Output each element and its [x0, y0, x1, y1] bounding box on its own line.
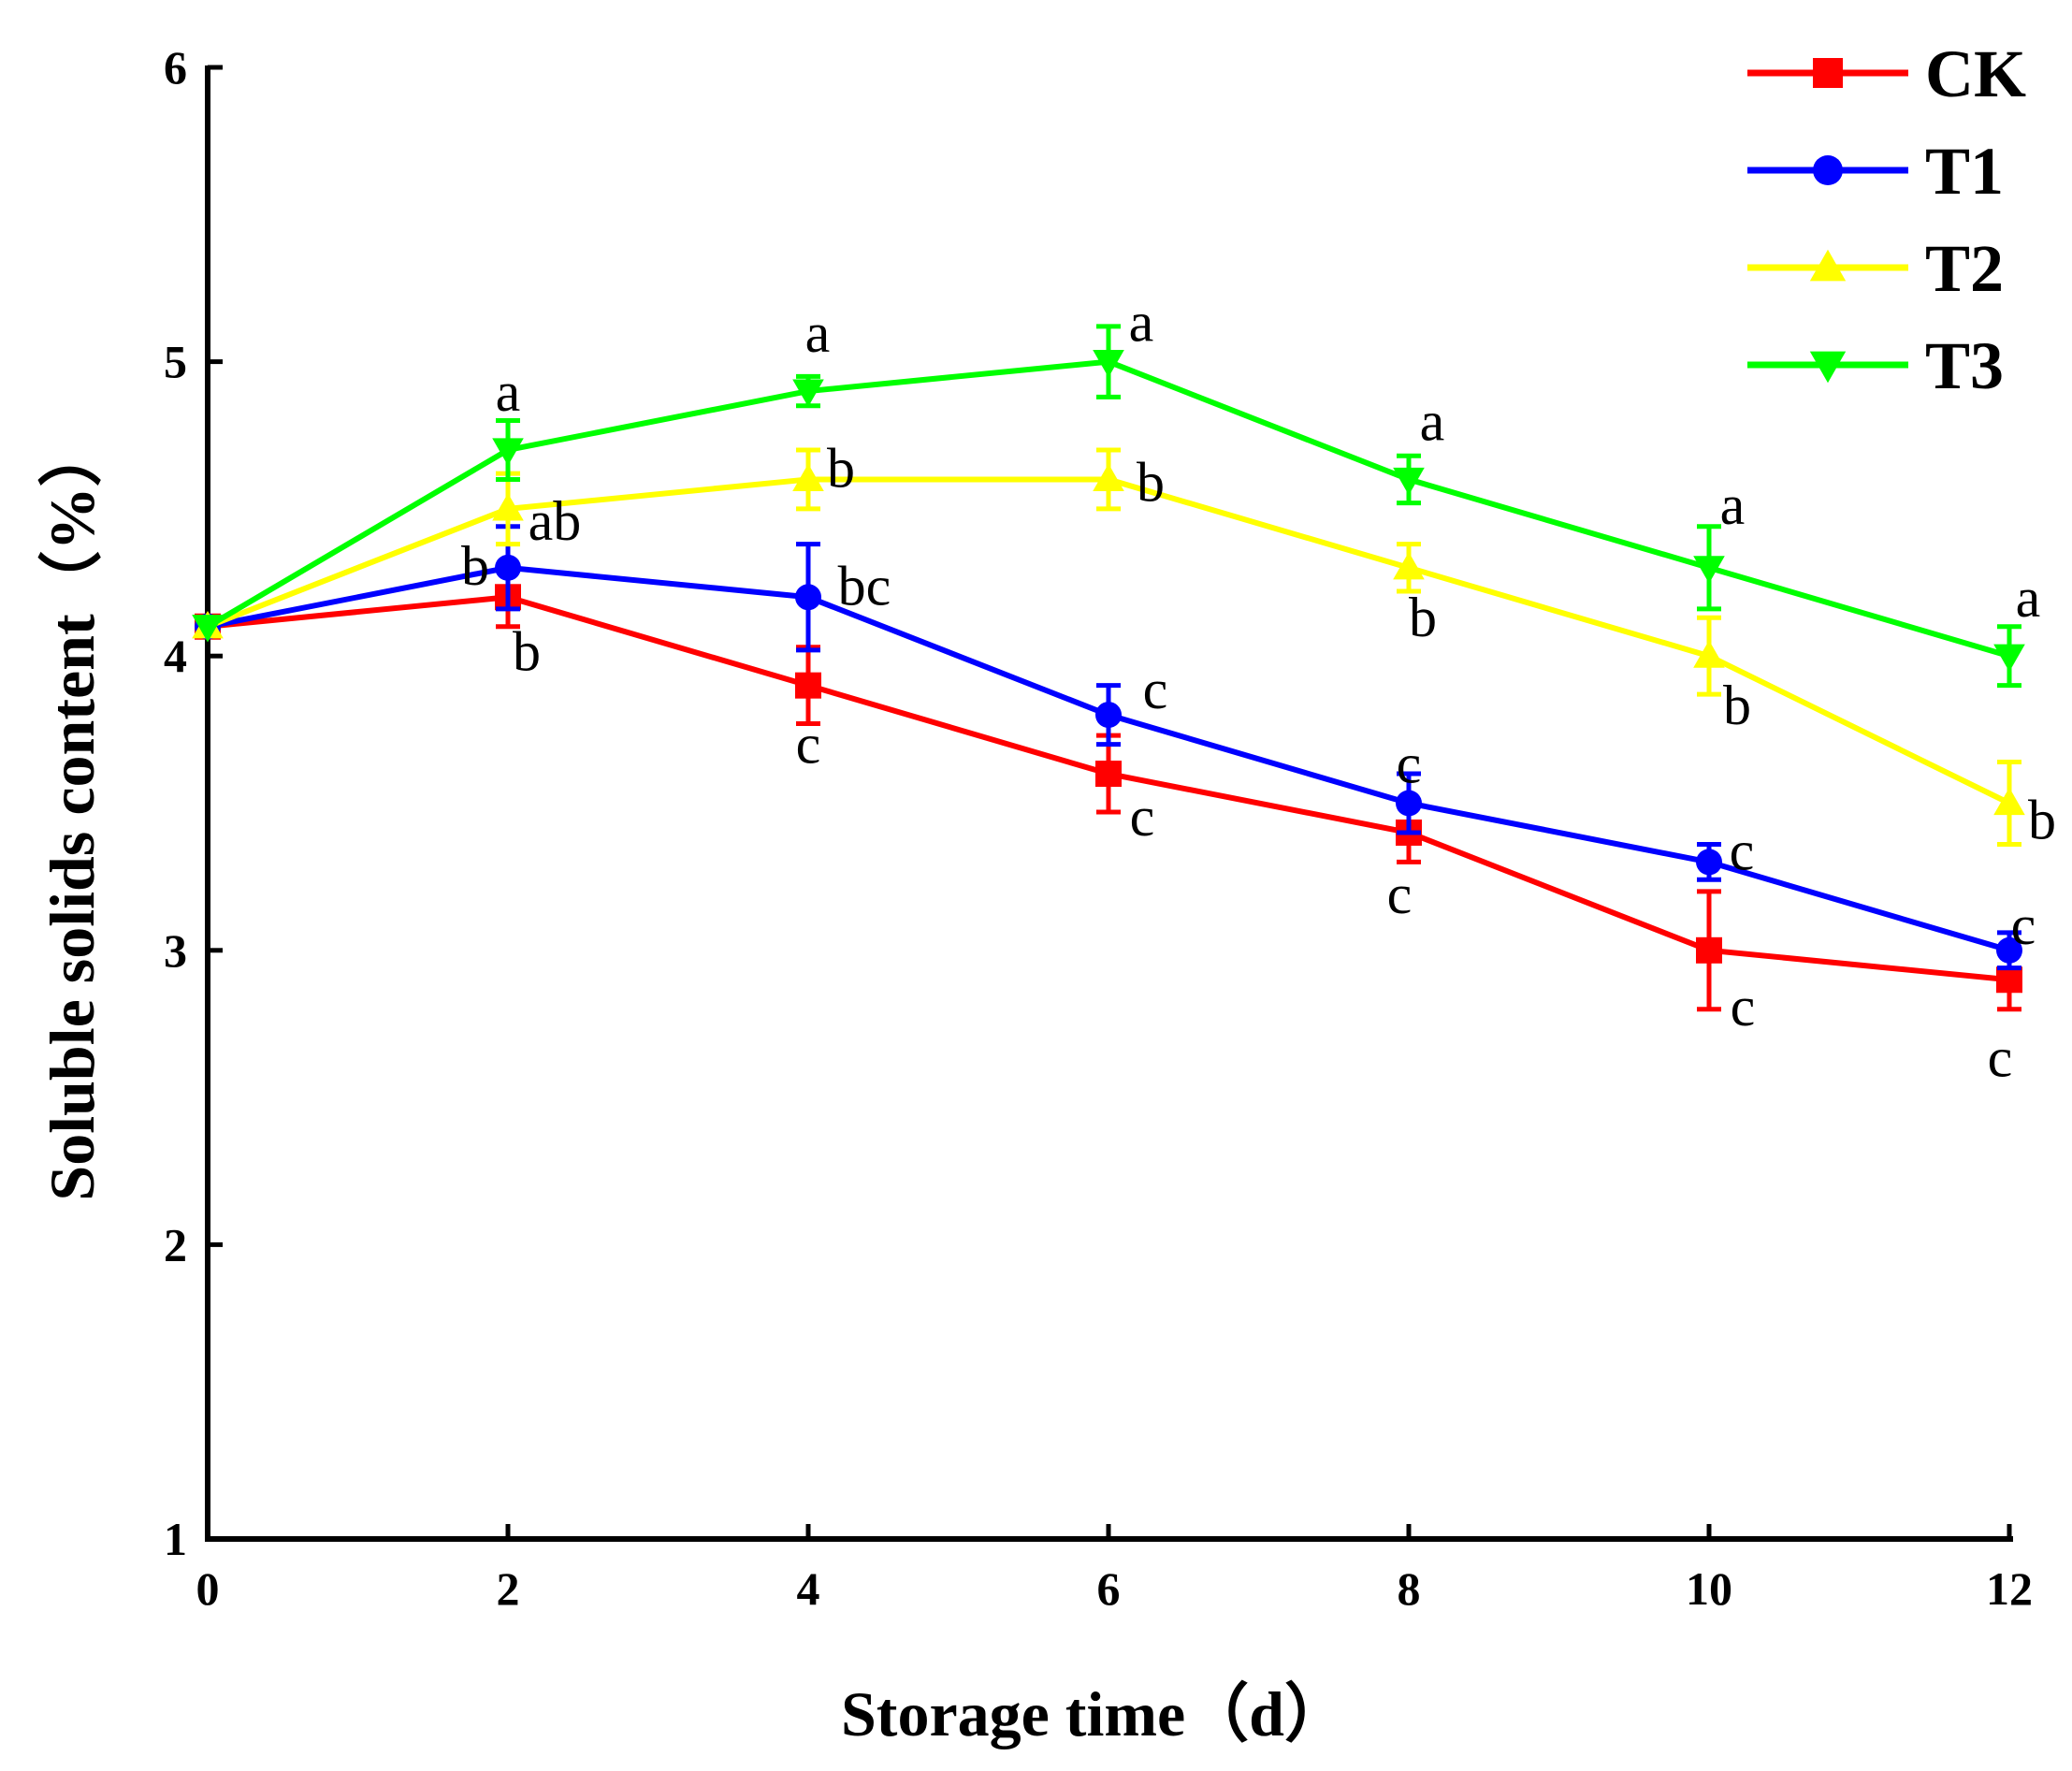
legend-label: CK	[1925, 36, 2026, 111]
x-tick-label: 8	[1398, 1562, 1421, 1615]
legend-item-ck: CK	[1747, 36, 2026, 111]
significance-label-ck: c	[1731, 976, 1756, 1038]
significance-label-t3: a	[496, 361, 521, 423]
legend: CK T1 T2 T3	[1747, 36, 2026, 403]
x-tick-label: 6	[1097, 1562, 1121, 1615]
significance-label-t1: c	[1143, 659, 1168, 720]
significance-label-t3: a	[1420, 390, 1445, 452]
legend-label: T3	[1925, 328, 2004, 403]
data-point	[1393, 467, 1425, 496]
significance-label-t1: c	[1397, 733, 1422, 795]
significance-label-t2: b	[1409, 587, 1437, 648]
data-point	[792, 379, 824, 407]
data-point	[1095, 761, 1122, 788]
legend-marker	[1813, 58, 1843, 88]
data-point	[1996, 966, 2022, 994]
data-point	[1093, 463, 1124, 492]
data-point	[1996, 936, 2022, 964]
series-layer	[192, 324, 2025, 1012]
series-ck	[195, 565, 2022, 1012]
y-tick-label: 3	[164, 924, 187, 977]
significance-label-t2: b	[827, 437, 855, 499]
data-point	[492, 438, 524, 466]
significance-label-t2: b	[1723, 675, 1751, 736]
significance-label-t3: a	[2016, 567, 2041, 629]
legend-marker	[1809, 249, 1847, 282]
legend-label: T2	[1925, 231, 2004, 306]
legend-item-t1: T1	[1747, 134, 2004, 209]
significance-label-t2: b	[1137, 451, 1165, 513]
significance-label-t3: a	[1129, 292, 1154, 354]
x-tick-label: 4	[797, 1562, 820, 1615]
data-point	[795, 672, 821, 699]
series-t3	[192, 324, 2025, 689]
legend-marker	[1809, 351, 1847, 384]
x-tick-label: 12	[1986, 1562, 2033, 1615]
significance-label-t1: b	[461, 535, 489, 597]
significance-label-t1: c	[1730, 820, 1755, 881]
y-tick-label: 1	[164, 1513, 187, 1565]
data-point	[1696, 849, 1722, 876]
significance-label-ck: b	[513, 620, 541, 682]
data-point	[492, 493, 524, 521]
data-point	[1393, 552, 1425, 580]
significance-label-ck: c	[796, 714, 821, 776]
significance-label-t1: bc	[838, 555, 891, 617]
data-point	[1693, 640, 1725, 668]
significance-label-ck: c	[1130, 786, 1155, 848]
x-axis-title: Storage time（d）	[841, 1678, 1348, 1749]
y-tick-label: 4	[164, 630, 187, 682]
data-point	[1095, 702, 1122, 729]
legend-item-t2: T2	[1747, 231, 2004, 306]
data-point	[495, 554, 521, 581]
data-point	[1696, 936, 1722, 964]
y-tick-label: 6	[164, 41, 187, 94]
data-point	[1693, 556, 1725, 584]
data-point	[1993, 787, 2025, 816]
significance-label-t2: ab	[529, 490, 582, 552]
data-point	[192, 615, 224, 643]
significance-label-ck: c	[1387, 864, 1413, 925]
data-point	[792, 463, 824, 492]
x-tick-label: 0	[196, 1562, 220, 1615]
significance-label-ck: c	[1988, 1026, 2013, 1088]
significance-label-t2: b	[2028, 790, 2056, 851]
series-t2	[192, 447, 2025, 848]
significance-label-t1: c	[2011, 894, 2036, 956]
significance-label-t3: a	[805, 302, 831, 364]
data-point	[1993, 644, 2025, 672]
x-tick-label: 2	[497, 1562, 520, 1615]
y-tick-label: 2	[164, 1218, 187, 1270]
x-tick-label: 10	[1686, 1562, 1732, 1615]
legend-marker	[1813, 155, 1843, 185]
data-point	[1093, 350, 1124, 378]
legend-item-t3: T3	[1747, 328, 2004, 403]
y-tick-label: 5	[164, 336, 187, 388]
data-point	[795, 584, 821, 611]
y-axis-title: Soluble solids content（%）	[36, 423, 108, 1200]
data-point	[1396, 790, 1422, 817]
significance-label-t3: a	[1720, 474, 1746, 536]
legend-label: T1	[1925, 134, 2004, 209]
